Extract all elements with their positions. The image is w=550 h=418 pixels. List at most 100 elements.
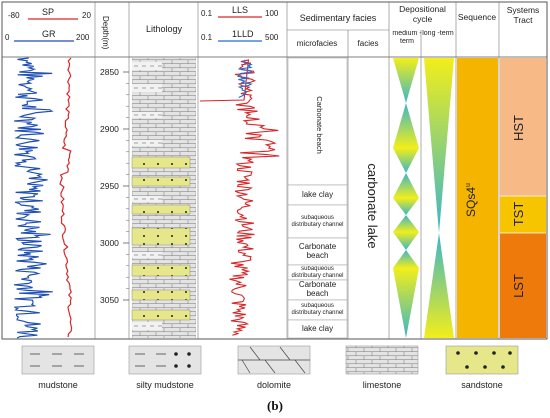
lithology-sandstone-bed — [131, 227, 191, 246]
microfacies-box — [287, 204, 348, 239]
lls-max-label: 100 — [265, 9, 279, 18]
legend-mudstone: mudstone — [21, 345, 95, 390]
depth-axis: 2850 2900 2950 3000 3050 — [100, 67, 129, 305]
lithology-sandstone-bed — [131, 204, 191, 215]
legend-label-mudstone: mudstone — [38, 380, 78, 390]
medium-term-transgressive-triangle — [393, 215, 419, 232]
tst-band — [500, 196, 546, 233]
systems-tract-header: Systems Tract — [506, 5, 540, 25]
microfacies-label: Carbonate beach — [298, 281, 337, 298]
gr-max-label: 200 — [76, 33, 90, 42]
lithology-mudstone-bed — [132, 112, 162, 118]
hst-label: HST — [511, 115, 526, 141]
legend-silty-mudstone: silty mudstone — [128, 345, 202, 390]
resistivity-header: 0.1 LLS 100 0.1 1LLD 500 — [201, 5, 279, 42]
depth-tick-label: 2900 — [100, 124, 119, 134]
depositional-cycle-header: Depositional cycle medium -term long -te… — [392, 4, 454, 45]
microfacies-label: Carbonate beach — [315, 96, 324, 154]
long-term-transgressive-triangle — [424, 233, 454, 338]
lls-curve — [199, 59, 280, 336]
lithology-legend: mudstone silty mudstone dolomite — [21, 345, 519, 390]
column-separators — [94, 2, 500, 339]
sequence-label: SQs4u — [464, 183, 478, 217]
medium-term-regressive-triangle — [393, 198, 419, 215]
sp-min-label: -80 — [8, 11, 20, 20]
microfacies-label: lake clay — [301, 323, 334, 333]
microfacies-header: microfacies — [297, 39, 337, 48]
microfacies-label: lake clay — [301, 189, 334, 199]
figure-caption: (b) — [267, 398, 283, 413]
facies-header: facies — [358, 39, 379, 48]
medium-term-regressive-triangle — [393, 232, 419, 250]
depth-tick-label: 2950 — [100, 181, 119, 191]
lld-min-label: 0.1 — [201, 33, 213, 42]
hst-band — [500, 58, 546, 196]
medium-term-label: medium -term — [392, 30, 422, 45]
legend-label-sandstone: sandstone — [461, 380, 503, 390]
medium-term-regressive-triangle — [393, 268, 419, 338]
sedimentary-facies-header: Sedimentary facies — [300, 13, 377, 23]
depositional-cycle-column — [393, 58, 454, 338]
depositional-cycle-label: Depositional cycle — [399, 4, 446, 24]
gr-min-label: 0 — [5, 33, 10, 42]
sequence-band — [457, 58, 498, 338]
depth-tick-label: 3050 — [100, 295, 119, 305]
microfacies-label: subaqueous distributary channel — [291, 303, 344, 316]
microfacies-box — [287, 319, 348, 339]
lithology-sandstone-bed — [131, 156, 191, 169]
lithology-sandstone-bed — [131, 264, 191, 277]
legend-label-limestone: limestone — [363, 380, 402, 390]
gr-label: GR — [42, 29, 56, 39]
medium-term-transgressive-triangle — [393, 173, 419, 198]
depth-tick-label: 3000 — [100, 238, 119, 248]
microfacies-label: subaqueous distributary channel — [291, 214, 344, 228]
lithology-mudstone-bed — [132, 62, 162, 70]
depth-tick-label: 2850 — [100, 67, 119, 77]
sp-gr-header: -80 SP 20 0 GR 200 — [5, 7, 91, 42]
sp-curve — [59, 57, 73, 338]
facies-label: carbonate lake — [365, 163, 380, 248]
lithology-mudstone-bed — [132, 84, 162, 92]
lithology-mudstone-bed — [132, 322, 162, 330]
legend-label-dolomite: dolomite — [257, 380, 291, 390]
lls-min-label: 0.1 — [201, 9, 213, 18]
depth-header: Depth(m) — [101, 16, 110, 50]
chart-frame — [1, 1, 548, 340]
microfacies-column: Carbonate beach lake clay subaqueous distr… — [287, 57, 348, 339]
lithology-sandstone-bed — [131, 309, 191, 321]
medium-term-regressive-triangle — [393, 58, 419, 103]
log-curves — [13, 57, 280, 339]
medium-term-regressive-triangle — [393, 148, 419, 173]
legend-sandstone: sandstone — [445, 345, 519, 390]
lithology-sandstone-bed — [131, 176, 191, 187]
microfacies-label: Carbonate beach — [298, 241, 337, 260]
tst-label: TST — [511, 202, 526, 227]
lithology-header: Lithology — [146, 24, 183, 34]
long-term-regressive-triangle — [424, 58, 454, 233]
lst-label: LST — [511, 274, 526, 298]
legend-label-silty-mudstone: silty mudstone — [136, 380, 194, 390]
lithology-mudstone-bed — [132, 140, 162, 146]
lst-band — [500, 233, 546, 338]
legend-limestone: limestone — [345, 345, 419, 390]
lithology-mudstone-bed — [132, 252, 162, 258]
microfacies-box — [287, 57, 348, 186]
legend-dolomite: dolomite — [237, 345, 311, 390]
long-term-label: long -term — [422, 30, 454, 37]
lld-label: 1LLD — [232, 29, 254, 39]
medium-term-transgressive-triangle — [393, 250, 419, 268]
lld-curve — [237, 59, 253, 98]
sequence-header: Sequence — [458, 12, 497, 22]
lithology-sandstone-bed — [131, 289, 191, 301]
lithology-column — [131, 58, 196, 338]
gr-curve — [13, 57, 54, 339]
microfacies-label: subaqueous distributary channel — [291, 266, 344, 279]
lld-max-label: 500 — [265, 33, 279, 42]
medium-term-transgressive-triangle — [393, 103, 419, 148]
sp-label: SP — [42, 7, 54, 17]
lls-label: LLS — [232, 5, 248, 15]
microfacies-box — [287, 237, 348, 266]
lithology-mudstone-bed — [132, 196, 162, 202]
sp-max-label: 20 — [82, 11, 91, 20]
